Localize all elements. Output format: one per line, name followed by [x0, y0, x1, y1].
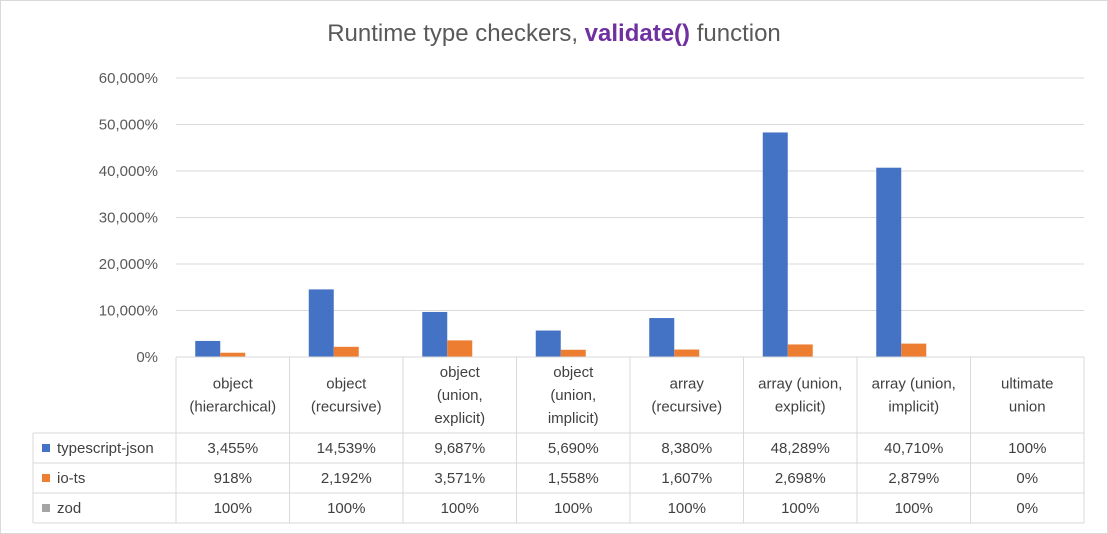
data-label: 100%	[214, 500, 252, 517]
bar-typescript-json	[535, 330, 561, 357]
bar-io-ts	[787, 344, 813, 357]
bar-io-ts	[674, 349, 700, 357]
category-label: array (union,	[758, 376, 842, 393]
legend-label: typescript-json	[57, 440, 154, 457]
bar-io-ts	[220, 352, 246, 357]
data-label: 1,558%	[548, 470, 599, 487]
data-label: 100%	[781, 500, 819, 517]
category-label: explicit)	[775, 399, 826, 416]
data-label: 100%	[327, 500, 365, 517]
bar-io-ts	[901, 343, 927, 357]
data-label: 9,687%	[434, 440, 485, 457]
bar-typescript-json	[649, 318, 675, 357]
title-prefix: Runtime type checkers,	[327, 20, 578, 47]
legend-label: zod	[57, 500, 81, 517]
category-label: array	[670, 376, 705, 393]
category-label: implicit)	[888, 399, 939, 416]
legend-key-typescript-json	[42, 444, 50, 452]
bar-typescript-json	[195, 340, 221, 357]
category-label: union	[1009, 399, 1046, 416]
bar-io-ts	[333, 346, 359, 357]
data-label: 918%	[214, 470, 252, 487]
y-tick-label: 10,000%	[99, 303, 158, 320]
category-label: (hierarchical)	[189, 399, 276, 416]
data-label: 2,879%	[888, 470, 939, 487]
data-label: 3,455%	[207, 440, 258, 457]
data-label: 3,571%	[434, 470, 485, 487]
chart-title: Runtime type checkers, validate() functi…	[0, 20, 1108, 48]
bar-typescript-json	[422, 311, 448, 357]
legend-key-zod	[42, 504, 50, 512]
category-label: (union,	[550, 387, 596, 404]
data-label: 2,698%	[775, 470, 826, 487]
category-label: implicit)	[548, 410, 599, 427]
category-label: array (union,	[872, 376, 956, 393]
data-label: 48,289%	[771, 440, 830, 457]
title-suffix: function	[696, 20, 781, 47]
bar-typescript-json	[876, 167, 902, 357]
data-label: 14,539%	[317, 440, 376, 457]
y-tick-label: 30,000%	[99, 210, 158, 227]
category-label: object	[213, 376, 254, 393]
data-label: 1,607%	[661, 470, 712, 487]
category-label: (recursive)	[311, 399, 382, 416]
category-label: object	[440, 364, 481, 381]
data-label: 8,380%	[661, 440, 712, 457]
data-label: 100%	[554, 500, 592, 517]
data-label: 100%	[441, 500, 479, 517]
data-label: 0%	[1016, 500, 1038, 517]
y-tick-label: 60,000%	[99, 70, 158, 87]
data-label: 5,690%	[548, 440, 599, 457]
category-label: object	[553, 364, 594, 381]
legend-label: io-ts	[57, 470, 85, 487]
category-label: (union,	[437, 387, 483, 404]
category-label: ultimate	[1001, 376, 1054, 393]
title-highlight: validate()	[584, 20, 691, 47]
category-label: explicit)	[434, 410, 485, 427]
bar-typescript-json	[308, 289, 334, 357]
data-label: 40,710%	[884, 440, 943, 457]
data-label: 100%	[1008, 440, 1046, 457]
data-label: 2,192%	[321, 470, 372, 487]
y-tick-label: 40,000%	[99, 163, 158, 180]
y-tick-label: 20,000%	[99, 256, 158, 273]
bar-io-ts	[560, 349, 586, 357]
category-label: object	[326, 376, 367, 393]
data-label: 100%	[895, 500, 933, 517]
bar-typescript-json	[762, 132, 788, 357]
y-tick-label: 50,000%	[99, 117, 158, 134]
y-tick-label: 0%	[136, 349, 158, 366]
data-label: 100%	[668, 500, 706, 517]
category-label: (recursive)	[651, 399, 722, 416]
bar-io-ts	[447, 340, 473, 357]
data-label: 0%	[1016, 470, 1038, 487]
legend-key-io-ts	[42, 474, 50, 482]
